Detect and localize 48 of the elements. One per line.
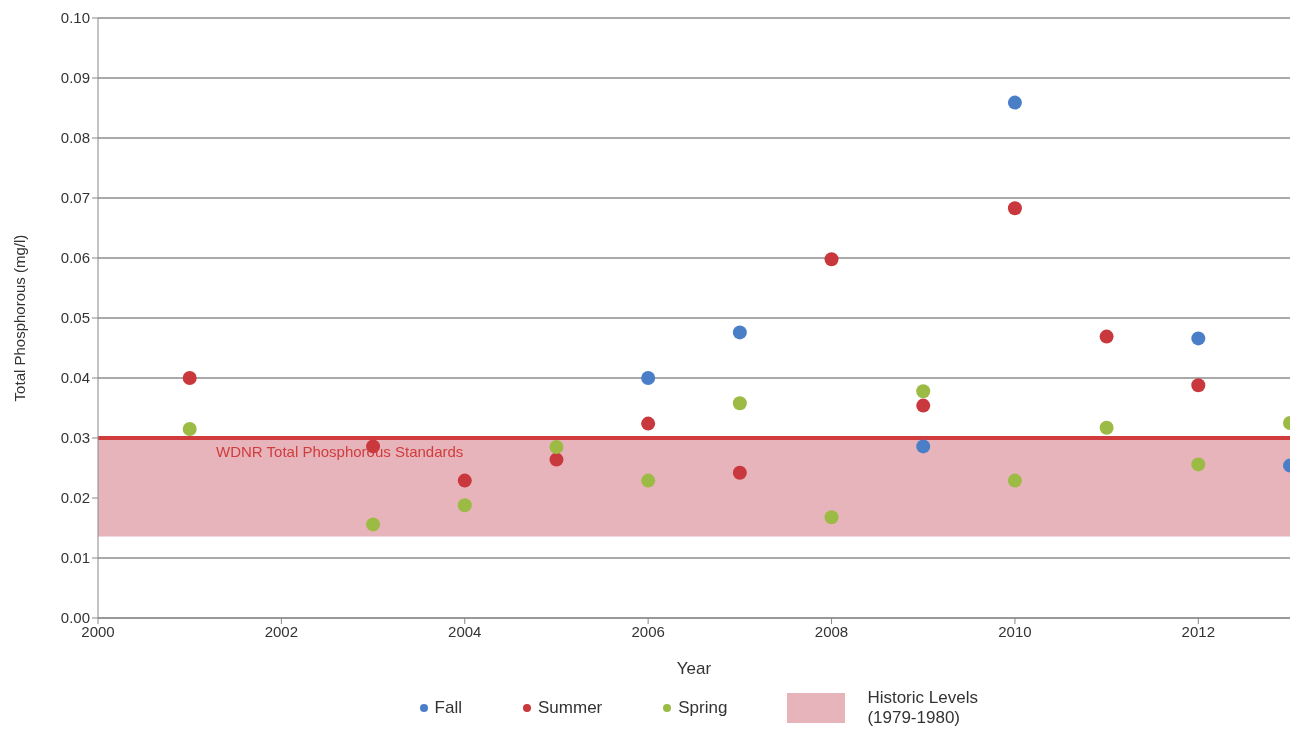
point: [549, 452, 564, 467]
y-tick-label: 0.01: [60, 549, 90, 567]
point: [916, 398, 931, 413]
point: [1191, 378, 1206, 393]
point: [457, 498, 472, 513]
y-tick-label: 0.08: [60, 129, 90, 147]
legend-label: Summer: [538, 698, 603, 718]
x-tick-label: 2012: [1181, 622, 1215, 640]
x-tick-label: 2008: [814, 622, 849, 640]
y-axis-title: Total Phosphorous (mg/l): [11, 234, 29, 402]
point: [1191, 457, 1206, 472]
point: [824, 252, 839, 267]
point: [732, 396, 747, 411]
y-tick-label: 0.10: [60, 9, 90, 27]
x-tick-label: 2010: [998, 622, 1032, 640]
x-tick-label: 2004: [448, 622, 482, 640]
point: [732, 325, 747, 340]
point: [916, 439, 931, 454]
point: [641, 473, 656, 488]
x-tick-label: 2002: [264, 622, 299, 640]
y-tick-label: 0.07: [60, 189, 90, 207]
y-tick-label: 0.05: [60, 309, 90, 327]
point: [1099, 329, 1114, 344]
legend-label: Spring: [678, 698, 728, 718]
point: [366, 517, 381, 532]
y-tick-label: 0.06: [60, 249, 90, 267]
point: [182, 371, 197, 385]
y-tick-label: 0.04: [60, 369, 90, 387]
x-axis-title: Year: [676, 659, 712, 678]
point: [182, 422, 197, 436]
point: [732, 465, 747, 480]
legend-label: Historic Levels (1979-1980): [867, 688, 979, 728]
point: [916, 384, 931, 399]
point: [1007, 201, 1022, 216]
point: [549, 440, 564, 454]
point: [457, 473, 472, 488]
x-tick-label: 2006: [631, 622, 665, 640]
point: [824, 510, 839, 525]
point: [1191, 331, 1206, 346]
point: [1099, 420, 1114, 435]
point: [1007, 473, 1022, 488]
y-tick-label: 0.09: [60, 69, 90, 87]
y-tick-label: 0.02: [60, 489, 90, 507]
y-tick-label: 0.03: [60, 429, 90, 447]
point: [641, 371, 656, 385]
legend-label: Fall: [434, 698, 463, 718]
point: [1007, 95, 1022, 110]
point: [641, 416, 656, 431]
